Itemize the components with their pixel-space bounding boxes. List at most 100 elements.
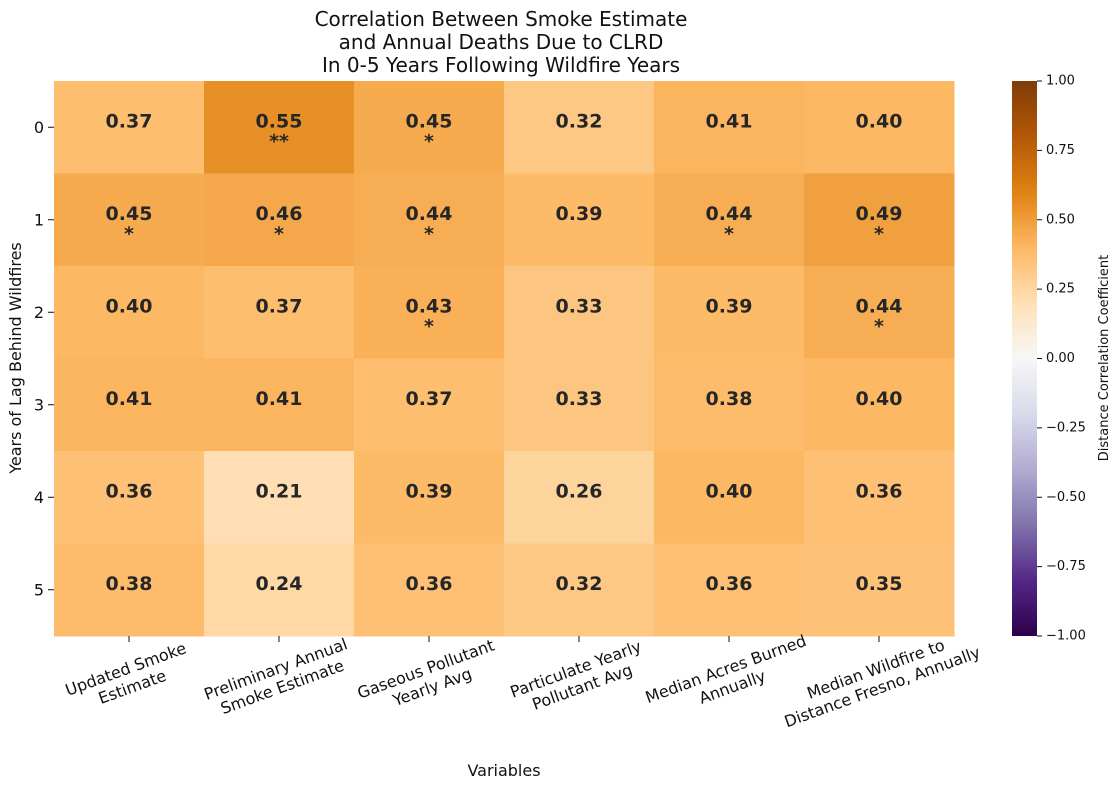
heatmap-cell-r0-c1 xyxy=(204,81,355,174)
colorbar-tick-label-2: 0.50 xyxy=(1046,212,1075,227)
cell-significance-r0-c2: * xyxy=(424,130,434,152)
cell-value-r4-c2: 0.39 xyxy=(406,480,453,502)
y-tick-label-3: 3 xyxy=(34,395,44,414)
colorbar-gradient xyxy=(1012,81,1037,636)
heatmap-cell-r5-c2 xyxy=(354,543,505,637)
heatmap-cell-r1-c2 xyxy=(354,173,505,267)
cell-value-r4-c0: 0.36 xyxy=(106,480,153,502)
cell-value-r1-c1: 0.46 xyxy=(256,203,303,225)
cell-value-r2-c2: 0.43 xyxy=(406,295,453,317)
cell-value-r1-c0: 0.45 xyxy=(106,203,153,225)
cell-value-r1-c5: 0.49 xyxy=(856,203,903,225)
cell-value-r4-c4: 0.40 xyxy=(706,480,753,502)
cell-significance-r1-c5: * xyxy=(874,223,884,245)
heatmap-cell-r5-c4 xyxy=(654,543,805,637)
chart-title-line-3: In 0-5 Years Following Wildfire Years xyxy=(322,53,680,77)
colorbar: 1.00 0.75 0.50 0.25 0.00 −0.25 −0.50 −0.75 −1.00… xyxy=(1012,74,1112,644)
cell-value-r1-c2: 0.44 xyxy=(406,203,453,225)
colorbar-tick-label-4: 0.00 xyxy=(1046,351,1075,366)
heatmap-cell-r4-c3 xyxy=(504,451,655,544)
cell-significance-r1-c2: * xyxy=(424,223,434,245)
cell-value-r0-c2: 0.45 xyxy=(406,110,453,132)
heatmap-cell-r1-c0 xyxy=(54,173,205,267)
heatmap-cell-r3-c2 xyxy=(354,358,505,452)
cell-value-r5-c0: 0.38 xyxy=(106,573,153,595)
colorbar-ticks: 1.00 0.75 0.50 0.25 0.00 −0.25 −0.50 −0.75 −1.00 xyxy=(1037,74,1086,644)
heatmap-cell-r2-c2 xyxy=(354,266,505,359)
heatmap-cell-r4-c0 xyxy=(54,451,205,544)
heatmap-cell-r0-c0 xyxy=(54,81,205,174)
colorbar-tick-label-5: −0.25 xyxy=(1046,420,1086,435)
heatmap-cell-r3-c1 xyxy=(204,358,355,452)
chart-title: Correlation Between Smoke Estimate and A… xyxy=(315,7,688,77)
y-tick-label-2: 2 xyxy=(34,303,44,322)
cell-value-r0-c1: 0.55 xyxy=(256,110,303,132)
y-tick-label-0: 0 xyxy=(34,118,44,137)
cell-value-r4-c3: 0.26 xyxy=(556,480,603,502)
cell-value-r5-c5: 0.35 xyxy=(856,573,903,595)
heatmap-cell-r4-c2 xyxy=(354,451,505,544)
heatmap-cell-r2-c3 xyxy=(504,266,655,359)
cell-value-r3-c4: 0.38 xyxy=(706,388,753,410)
heatmap-cell-r0-c2 xyxy=(354,81,505,174)
y-tick-label-4: 4 xyxy=(34,488,44,507)
cell-value-r2-c3: 0.33 xyxy=(556,295,603,317)
heatmap-cell-r0-c3 xyxy=(504,81,655,174)
cell-value-r2-c0: 0.40 xyxy=(106,295,153,317)
heatmap-cell-r0-c4 xyxy=(654,81,805,174)
cell-value-r3-c5: 0.40 xyxy=(856,388,903,410)
cell-value-r0-c0: 0.37 xyxy=(106,110,153,132)
cell-value-r2-c5: 0.44 xyxy=(856,295,903,317)
heatmap-cell-r4-c5 xyxy=(804,451,955,544)
heatmap-cell-labels: 0.37 0.55**0.45*0.32 0.41 0.400.45*0.46*0.4… xyxy=(106,110,903,595)
cell-value-r2-c4: 0.39 xyxy=(706,295,753,317)
heatmap-cell-r2-c0 xyxy=(54,266,205,359)
heatmap-cell-r3-c3 xyxy=(504,358,655,452)
colorbar-tick-label-6: −0.50 xyxy=(1046,490,1086,505)
y-axis-ticks: 0 1 2 3 4 5 xyxy=(34,118,54,599)
colorbar-tick-label-0: 1.00 xyxy=(1046,74,1075,89)
colorbar-tick-label-8: −1.00 xyxy=(1046,629,1086,644)
heatmap-cell-r0-c5 xyxy=(804,81,955,174)
cell-significance-r0-c1: ** xyxy=(269,130,289,152)
cell-significance-r2-c5: * xyxy=(874,315,884,337)
cell-value-r3-c1: 0.41 xyxy=(256,388,303,410)
colorbar-tick-label-1: 0.75 xyxy=(1046,143,1075,158)
heatmap-cell-r3-c0 xyxy=(54,358,205,452)
cell-value-r4-c1: 0.21 xyxy=(256,480,303,502)
heatmap-cell-r2-c4 xyxy=(654,266,805,359)
heatmap-cell-r5-c3 xyxy=(504,543,655,637)
chart-title-line-2: and Annual Deaths Due to CLRD xyxy=(339,30,664,54)
colorbar-tick-label-7: −0.75 xyxy=(1046,559,1086,574)
heatmap-cell-r1-c4 xyxy=(654,173,805,267)
cell-value-r1-c4: 0.44 xyxy=(706,203,753,225)
heatmap-cells xyxy=(54,81,955,637)
cell-value-r0-c3: 0.32 xyxy=(556,110,603,132)
cell-value-r4-c5: 0.36 xyxy=(856,480,903,502)
cell-value-r3-c2: 0.37 xyxy=(406,388,453,410)
cell-significance-r1-c4: * xyxy=(724,223,734,245)
cell-value-r5-c4: 0.36 xyxy=(706,573,753,595)
cell-significance-r2-c2: * xyxy=(424,315,434,337)
heatmap-cell-r1-c5 xyxy=(804,173,955,267)
cell-value-r5-c1: 0.24 xyxy=(256,573,303,595)
y-tick-label-1: 1 xyxy=(34,210,44,229)
cell-significance-r1-c0: * xyxy=(124,223,134,245)
heatmap-cell-r3-c4 xyxy=(654,358,805,452)
cell-significance-r1-c1: * xyxy=(274,223,284,245)
colorbar-tick-label-3: 0.25 xyxy=(1046,282,1075,297)
cell-value-r0-c4: 0.41 xyxy=(706,110,753,132)
heatmap-cell-r2-c5 xyxy=(804,266,955,359)
cell-value-r1-c3: 0.39 xyxy=(556,203,603,225)
cell-value-r5-c2: 0.36 xyxy=(406,573,453,595)
heatmap-cell-r2-c1 xyxy=(204,266,355,359)
y-axis-label: Years of Lag Behind Wildfires xyxy=(6,242,25,475)
heatmap-cell-r1-c3 xyxy=(504,173,655,267)
heatmap-cell-r5-c0 xyxy=(54,543,205,637)
heatmap-cell-r5-c1 xyxy=(204,543,355,637)
cell-value-r3-c0: 0.41 xyxy=(106,388,153,410)
